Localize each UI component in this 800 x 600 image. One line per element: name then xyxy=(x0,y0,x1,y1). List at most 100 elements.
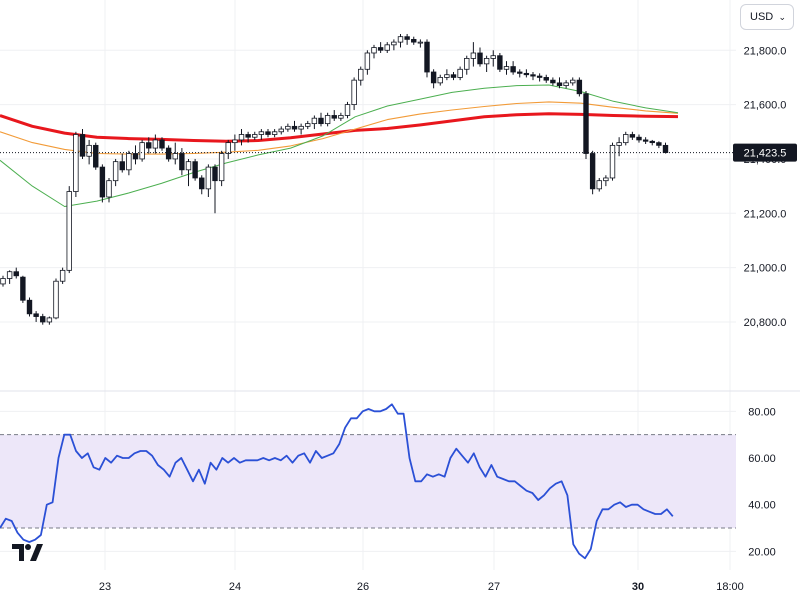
candle-body-up xyxy=(232,139,238,144)
candle-body-up xyxy=(338,115,344,119)
rsi-line xyxy=(0,403,674,560)
time-tick-label: 24 xyxy=(229,581,241,593)
candle xyxy=(20,275,26,303)
candle xyxy=(437,74,443,86)
candle-body-down xyxy=(146,142,152,149)
candle xyxy=(523,69,530,78)
candle-body-down xyxy=(517,71,523,74)
candle xyxy=(152,134,159,154)
price-tick-label: 21,000.0 xyxy=(744,263,787,275)
candle xyxy=(46,316,53,325)
candle-body-down xyxy=(629,134,636,138)
candle-body-up xyxy=(384,44,390,51)
candle xyxy=(662,142,669,154)
candle-body-up xyxy=(444,74,450,78)
candle-body-down xyxy=(265,131,271,135)
tradingview-logo[interactable] xyxy=(11,541,45,563)
moving-average-line xyxy=(0,101,679,155)
candle-body-up xyxy=(106,180,112,198)
candle xyxy=(556,77,563,89)
candle-body-down xyxy=(33,313,39,317)
candle-body-up xyxy=(73,134,79,192)
candle xyxy=(411,36,417,45)
time-tick-label: 26 xyxy=(357,581,369,593)
candle-body-up xyxy=(371,47,377,54)
candle-body-up xyxy=(225,142,231,154)
candle-body-up xyxy=(616,142,622,146)
moving-average-line xyxy=(0,84,679,207)
candle xyxy=(298,123,304,135)
moving-average-line xyxy=(0,112,679,143)
candle-body-up xyxy=(86,144,92,157)
candle-body-up xyxy=(464,58,470,70)
rsi-tick-label: 20.00 xyxy=(748,546,776,558)
candle xyxy=(33,311,39,322)
candle xyxy=(477,47,483,67)
candle-body-down xyxy=(576,79,583,95)
candle-body-down xyxy=(13,271,19,277)
candle-body-down xyxy=(556,82,563,86)
candle xyxy=(576,77,583,97)
candle xyxy=(609,142,616,181)
candle-body-down xyxy=(119,161,125,171)
candle xyxy=(6,270,13,284)
candle-body-up xyxy=(126,153,132,171)
candle-body-up xyxy=(457,68,463,78)
candle-body-up xyxy=(603,177,609,182)
candle xyxy=(636,134,642,143)
candle-body-up xyxy=(437,77,443,84)
time-axis[interactable]: 23 24 26 27 30 18:00 xyxy=(99,581,744,593)
candle-body-up xyxy=(324,115,331,125)
candle-body-down xyxy=(543,77,549,81)
time-tick-label: 27 xyxy=(488,581,500,593)
candle-body-down xyxy=(212,166,218,182)
candle xyxy=(510,61,516,75)
candle xyxy=(53,278,59,320)
last-price-label: 21,423.5 xyxy=(744,148,787,160)
candle xyxy=(59,267,66,284)
candle xyxy=(79,129,86,159)
candle-body-up xyxy=(205,166,212,190)
candle-body-up xyxy=(238,134,245,141)
candle xyxy=(656,141,662,149)
candle-body-up xyxy=(490,55,496,59)
candle-body-up xyxy=(152,139,159,149)
rsi-band xyxy=(0,434,736,528)
candle xyxy=(258,129,265,140)
moving-average-lines xyxy=(0,84,679,207)
candle-body-up xyxy=(6,271,13,279)
candle-body-up xyxy=(351,79,357,106)
candle-body-down xyxy=(404,36,410,40)
candle xyxy=(66,186,72,274)
candle-body-up xyxy=(358,68,364,81)
candle xyxy=(503,61,510,75)
candle-body-down xyxy=(550,79,556,84)
candle-body-up xyxy=(417,41,424,44)
price-tick-label: 21,200.0 xyxy=(744,208,787,220)
candle xyxy=(324,112,331,127)
candle-body-up xyxy=(271,131,278,135)
candle xyxy=(490,50,496,67)
candle xyxy=(26,297,33,317)
currency-select[interactable]: USD ⌄ xyxy=(740,4,794,30)
candle xyxy=(583,91,589,159)
candle xyxy=(165,145,172,162)
candle xyxy=(483,55,490,73)
candle xyxy=(377,42,384,53)
candle-body-up xyxy=(185,161,192,171)
candle-body-down xyxy=(179,153,185,171)
candle xyxy=(517,69,523,78)
candle xyxy=(99,164,106,203)
candle-body-down xyxy=(450,74,457,78)
candle xyxy=(192,158,198,181)
time-tick-label: 23 xyxy=(99,581,111,593)
candle-body-up xyxy=(258,131,265,135)
candle xyxy=(338,112,344,121)
candlestick-series xyxy=(0,33,669,325)
candle-body-down xyxy=(192,161,198,179)
candle xyxy=(185,158,192,187)
price-axis[interactable]: 20,800.021,000.021,200.021,400.021,600.0… xyxy=(744,45,787,329)
candle-body-up xyxy=(252,134,258,138)
candle xyxy=(371,44,377,59)
